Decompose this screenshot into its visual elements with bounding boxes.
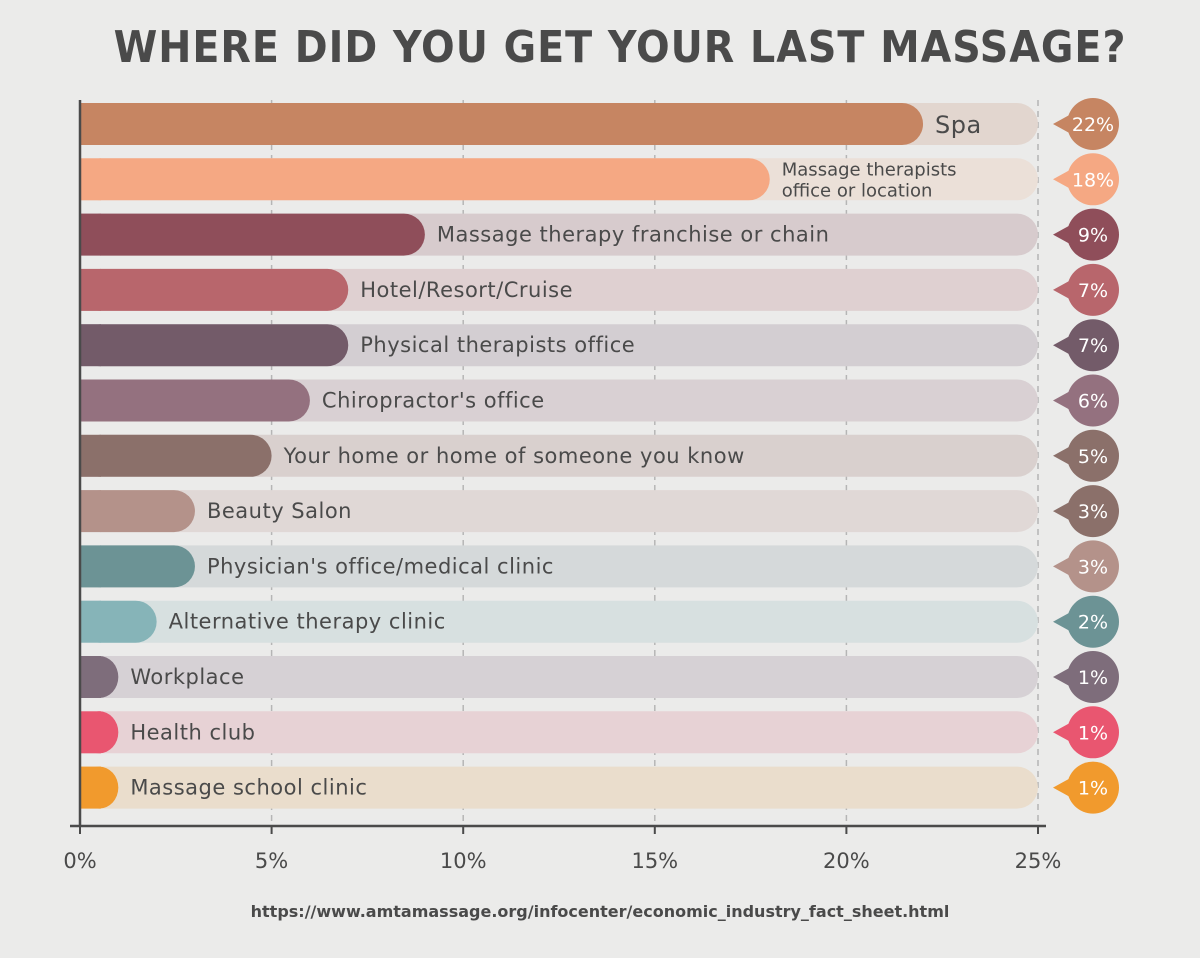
value-badge: 3% [1053, 540, 1119, 593]
bar-left-edge [80, 656, 101, 698]
x-tick-label: 20% [823, 849, 870, 873]
bar-label: Health club [130, 720, 255, 744]
bar-left-edge [80, 213, 101, 256]
bar-label: Beauty Salon [207, 499, 352, 523]
value-badge: 18% [1053, 153, 1119, 206]
bar-left-edge [80, 103, 101, 145]
bar-label: Hotel/Resort/Cruise [360, 278, 573, 302]
value-badge: 1% [1053, 706, 1119, 759]
x-tick-label: 5% [255, 849, 288, 873]
bar [80, 379, 310, 422]
badge-circle [1067, 485, 1119, 538]
value-badges: 22% 18% 9% 7% 7% 6% 5% 3% 3% 2% 1% 1% 1% [1053, 98, 1119, 814]
badge-circle [1067, 595, 1119, 648]
badge-label: 3% [1078, 501, 1108, 523]
bar-track [80, 656, 1038, 698]
badge-label: 18% [1072, 169, 1114, 191]
bar-track [80, 766, 1038, 809]
x-tick-label: 25% [1015, 849, 1062, 873]
value-badge: 1% [1053, 651, 1119, 703]
bar-label: Physician's office/medical clinic [207, 554, 554, 578]
bar-track [80, 379, 1038, 422]
x-tick-label: 0% [63, 849, 96, 873]
value-badge: 9% [1053, 208, 1119, 261]
badge-label: 1% [1078, 667, 1108, 689]
bar-left-edge [80, 379, 101, 422]
axes: 0% 5% 10% 15% 20% 25% [63, 100, 1061, 873]
badge-label: 1% [1078, 778, 1108, 800]
value-badge: 7% [1053, 319, 1119, 372]
value-badge: 7% [1053, 263, 1119, 316]
bar-left-edge [80, 324, 101, 367]
bar [80, 434, 272, 477]
badge-label: 6% [1078, 391, 1108, 413]
badge-circle [1067, 651, 1119, 703]
bar-left-edge [80, 158, 101, 201]
bar-left-edge [80, 600, 101, 643]
badge-circle [1067, 374, 1119, 427]
bar-left-edge [80, 766, 101, 809]
badge-circle [1067, 761, 1119, 814]
badge-circle [1067, 319, 1119, 372]
badge-circle [1067, 153, 1119, 206]
chart-title: WHERE DID YOU GET YOUR LAST MASSAGE? [113, 22, 1127, 73]
source-url: https://www.amtamassage.org/infocenter/e… [250, 902, 950, 921]
badge-label: 7% [1078, 280, 1108, 302]
value-badge: 6% [1053, 374, 1119, 427]
bar [80, 324, 349, 367]
value-badge: 2% [1053, 595, 1119, 648]
badge-circle [1067, 706, 1119, 759]
x-tick-label: 15% [631, 849, 678, 873]
badge-label: 1% [1078, 722, 1108, 744]
badge-circle [1067, 429, 1119, 482]
badge-label: 7% [1078, 335, 1108, 357]
value-badge: 3% [1053, 485, 1119, 538]
bar [80, 158, 770, 201]
badge-circle [1067, 208, 1119, 261]
badge-circle [1067, 263, 1119, 316]
value-badge: 1% [1053, 761, 1119, 814]
bar-track [80, 434, 1038, 477]
bar-label: Chiropractor's office [322, 389, 545, 413]
badge-label: 2% [1078, 612, 1108, 634]
bar-label: Massage therapy franchise or chain [437, 223, 830, 247]
badge-label: 5% [1078, 446, 1108, 468]
badge-circle [1067, 540, 1119, 593]
bar [80, 213, 425, 256]
bar-label: Massage therapists [782, 159, 957, 180]
bar-label: Alternative therapy clinic [169, 610, 446, 634]
bar-track [80, 545, 1038, 588]
bar-label: Physical therapists office [360, 333, 635, 357]
bar-label: office or location [782, 180, 933, 201]
bar-label: Spa [935, 111, 982, 139]
bar-left-edge [80, 490, 101, 533]
bar-left-edge [80, 545, 101, 588]
bar-track [80, 711, 1038, 754]
bar-left-edge [80, 711, 101, 754]
bar-left-edge [80, 268, 101, 311]
badge-label: 9% [1078, 225, 1108, 247]
bar [80, 268, 349, 311]
bar-left-edge [80, 434, 101, 477]
bar-label: Your home or home of someone you know [283, 444, 745, 468]
bar [80, 103, 924, 145]
bar-label: Workplace [130, 665, 244, 689]
bar-track [80, 490, 1038, 533]
badge-label: 22% [1072, 114, 1114, 136]
bar [80, 545, 195, 588]
x-tick-label: 10% [440, 849, 487, 873]
bar-label: Massage school clinic [130, 776, 367, 800]
bar-track [80, 600, 1038, 643]
value-badge: 5% [1053, 429, 1119, 482]
value-badge: 22% [1053, 98, 1119, 150]
badge-circle [1067, 98, 1119, 150]
badge-label: 3% [1078, 556, 1108, 578]
bar [80, 490, 195, 533]
